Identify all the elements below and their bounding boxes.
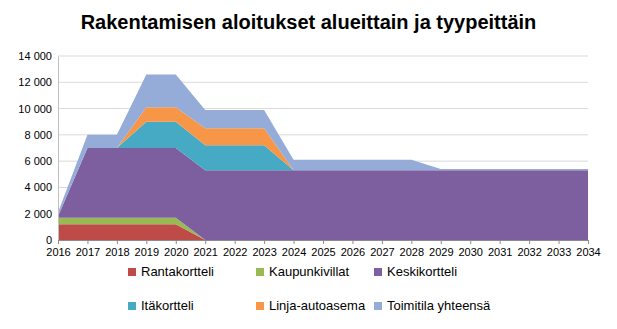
tick-label: 2031 xyxy=(488,246,512,258)
legend-label: Toimitila yhteensä xyxy=(387,298,491,313)
tick-label: 10 000 xyxy=(18,103,52,115)
tick-label: 2027 xyxy=(370,246,394,258)
tick-label: 2023 xyxy=(252,246,276,258)
tick-label: 2020 xyxy=(164,246,188,258)
tick-mark xyxy=(235,240,236,244)
tick-mark xyxy=(500,240,501,244)
tick: 2032 xyxy=(517,240,541,258)
legend-label: Rantakortteli xyxy=(141,264,214,279)
tick-label: 2021 xyxy=(193,246,217,258)
legend-label: Kaupunkivillat xyxy=(269,264,350,279)
tick-mark xyxy=(323,240,324,244)
tick-mark xyxy=(470,240,471,244)
legend-swatch xyxy=(256,302,264,310)
tick: 2020 xyxy=(164,240,188,258)
axis-line xyxy=(58,57,59,241)
tick: 2025 xyxy=(311,240,335,258)
tick-mark xyxy=(529,240,530,244)
tick-mark xyxy=(264,240,265,244)
tick: 2019 xyxy=(135,240,159,258)
tick-mark xyxy=(441,240,442,244)
grid xyxy=(58,56,588,240)
tick: 2016 xyxy=(46,240,70,258)
tick-label: 4 000 xyxy=(24,181,52,193)
legend: Rantakortteli Kaupunkivillat Keskikortteli… xyxy=(128,264,491,313)
tick-label: 2016 xyxy=(46,246,70,258)
tick: 6 000 xyxy=(24,155,58,167)
area xyxy=(58,74,588,216)
tick: 2034 xyxy=(576,240,600,258)
tick-label: 12 000 xyxy=(18,76,52,88)
tick-label: 2025 xyxy=(311,246,335,258)
plot-area xyxy=(58,74,588,240)
legend-label: Linja-autoasema xyxy=(269,298,366,313)
legend-label: Keskikortteli xyxy=(387,264,457,279)
tick: 2030 xyxy=(458,240,482,258)
legend-swatch xyxy=(374,302,382,310)
tick: 8 000 xyxy=(24,129,58,141)
tick-label: 8 000 xyxy=(24,129,52,141)
tick-mark xyxy=(117,240,118,244)
tick-label: 2029 xyxy=(429,246,453,258)
tick: 2 000 xyxy=(24,208,58,220)
tick-mark xyxy=(87,240,88,244)
tick-mark xyxy=(294,240,295,244)
tick: 2023 xyxy=(252,240,276,258)
legend-label: Itäkortteli xyxy=(141,298,194,313)
tick: 4 000 xyxy=(24,181,58,193)
tick-label: 14 000 xyxy=(18,50,52,62)
tick-mark xyxy=(588,240,589,244)
tick: 2018 xyxy=(105,240,129,258)
tick-mark xyxy=(146,240,147,244)
tick: 0 xyxy=(46,234,58,246)
tick: 2024 xyxy=(282,240,306,258)
legend-swatch xyxy=(128,268,136,276)
tick: 2033 xyxy=(547,240,571,258)
legend-swatch xyxy=(256,268,264,276)
y-axis: 0 2 000 4 000 6 000 8 000 10 000 12 000 14 000 xyxy=(18,50,58,246)
tick-label: 2019 xyxy=(135,246,159,258)
axis-line xyxy=(59,241,589,245)
title: Rakentamisen aloitukset alueittain ja ty… xyxy=(81,11,537,33)
tick-label: 2022 xyxy=(223,246,247,258)
tick-label: 2017 xyxy=(76,246,100,258)
tick: 2017 xyxy=(76,240,100,258)
tick-label: 2028 xyxy=(400,246,424,258)
tick-mark xyxy=(205,240,206,244)
grid-line xyxy=(58,82,588,83)
tick-label: 2034 xyxy=(576,246,600,258)
tick: 2022 xyxy=(223,240,247,258)
tick: 2026 xyxy=(341,240,365,258)
x-axis: 2016 2017 2018 2019 2020 2021 2022 2023 2024 2025… xyxy=(46,240,600,258)
grid-line xyxy=(58,56,588,57)
tick-label: 6 000 xyxy=(24,155,52,167)
tick-label: 2 000 xyxy=(24,208,52,220)
tick-label: 2024 xyxy=(282,246,306,258)
chart: Rakentamisen aloitukset alueittain ja ty… xyxy=(0,0,617,329)
tick: 10 000 xyxy=(18,103,58,115)
tick-label: 2033 xyxy=(547,246,571,258)
tick-label: 2026 xyxy=(341,246,365,258)
tick-label: 2030 xyxy=(458,246,482,258)
tick-mark xyxy=(352,240,353,244)
tick: 2029 xyxy=(429,240,453,258)
tick: 2021 xyxy=(193,240,217,258)
tick-label: 2018 xyxy=(105,246,129,258)
tick-mark xyxy=(58,240,59,244)
tick: 2027 xyxy=(370,240,394,258)
legend-swatch xyxy=(374,268,382,276)
tick: 14 000 xyxy=(18,50,58,62)
tick-mark xyxy=(559,240,560,244)
tick-mark xyxy=(176,240,177,244)
tick: 2028 xyxy=(400,240,424,258)
legend-swatch xyxy=(128,302,136,310)
tick-mark xyxy=(411,240,412,244)
tick: 12 000 xyxy=(18,76,58,88)
tick-mark xyxy=(382,240,383,244)
tick-label: 2032 xyxy=(517,246,541,258)
tick-label: 0 xyxy=(46,234,52,246)
tick: 2031 xyxy=(488,240,512,258)
